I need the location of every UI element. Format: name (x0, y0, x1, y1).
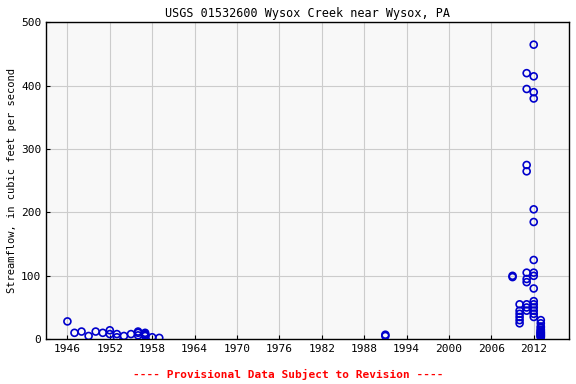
Point (522, 162, 531, 168)
Point (529, 73, 539, 79)
Point (529, 311, 539, 317)
Point (529, 301, 539, 308)
Point (522, 86, 531, 92)
Point (536, 327, 545, 333)
Point (536, 332, 545, 338)
Point (522, 308, 531, 314)
Point (536, 323, 545, 329)
Point (529, 298, 539, 304)
Point (70, 330, 79, 336)
Point (134, 330, 143, 336)
Point (522, 305, 531, 311)
Point (536, 329, 545, 335)
Point (536, 326, 545, 333)
Point (536, 330, 545, 336)
Point (536, 332, 545, 338)
Point (529, 285, 539, 291)
Point (515, 308, 524, 314)
Point (141, 332, 150, 338)
Point (536, 320, 545, 326)
Point (134, 328, 143, 334)
Point (155, 335, 164, 341)
Title: USGS 01532600 Wysox Creek near Wysox, PA: USGS 01532600 Wysox Creek near Wysox, PA (165, 7, 450, 20)
Point (529, 41, 539, 48)
Point (515, 317, 524, 323)
Point (522, 168, 531, 174)
Point (77, 328, 86, 334)
Point (105, 331, 115, 337)
Point (536, 334, 545, 340)
Point (381, 333, 390, 339)
Point (522, 301, 531, 308)
Point (522, 70, 531, 76)
Point (134, 332, 143, 338)
Point (536, 317, 545, 323)
Point (536, 331, 545, 337)
Point (529, 308, 539, 314)
Point (515, 314, 524, 320)
Point (112, 331, 122, 337)
Point (141, 330, 150, 336)
Point (529, 270, 539, 276)
Point (141, 331, 150, 337)
Point (529, 314, 539, 320)
Point (141, 333, 150, 339)
Point (522, 279, 531, 285)
Point (381, 332, 390, 338)
Point (529, 219, 539, 225)
Point (119, 333, 128, 339)
Point (126, 331, 135, 337)
Point (529, 96, 539, 102)
Point (515, 311, 524, 317)
Point (98, 330, 107, 336)
Point (522, 270, 531, 276)
Point (529, 257, 539, 263)
Point (536, 325, 545, 331)
Point (515, 320, 524, 326)
Point (536, 333, 545, 339)
Point (529, 305, 539, 311)
Point (536, 330, 545, 336)
Point (522, 276, 531, 282)
Point (63, 318, 72, 324)
Text: ---- Provisional Data Subject to Revision ----: ---- Provisional Data Subject to Revisio… (132, 369, 444, 380)
Point (536, 328, 545, 334)
Point (529, 89, 539, 95)
Point (529, 273, 539, 279)
Point (84, 333, 93, 339)
Point (508, 273, 517, 279)
Point (105, 327, 115, 333)
Point (91, 328, 100, 334)
Point (515, 301, 524, 308)
Y-axis label: Streamflow, in cubic feet per second: Streamflow, in cubic feet per second (7, 68, 17, 293)
Point (147, 334, 157, 340)
Point (529, 206, 539, 212)
Point (112, 334, 122, 340)
Point (536, 334, 545, 340)
Point (508, 274, 517, 280)
